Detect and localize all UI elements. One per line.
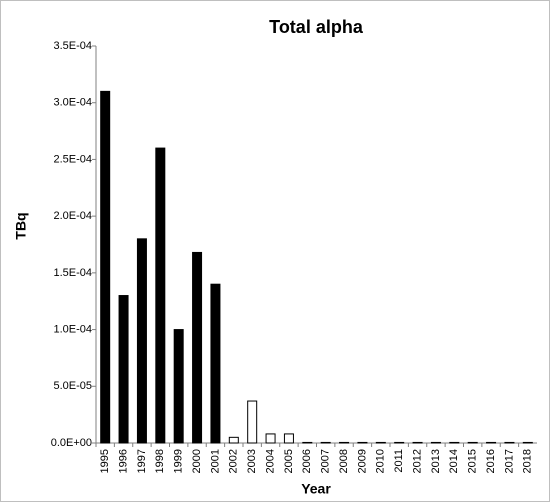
x-tick-label: 2015 (467, 449, 479, 473)
bar (375, 441, 386, 444)
y-tick-label: 3.5E-04 (53, 40, 92, 52)
x-tick-label: 1997 (136, 449, 148, 473)
y-tick-label: 1.0E-04 (53, 323, 92, 335)
bar (522, 441, 533, 444)
bar (504, 441, 515, 444)
x-tick-label: 2001 (209, 449, 221, 473)
x-tick-label: 2011 (393, 449, 405, 473)
x-tick-label: 2002 (228, 449, 240, 473)
x-tick-label: 2014 (448, 449, 460, 473)
y-tick-label: 2.5E-04 (53, 153, 92, 165)
bar (118, 295, 129, 444)
x-tick-label: 2016 (485, 449, 497, 473)
bar (210, 283, 221, 444)
bar (449, 441, 460, 444)
x-tick-label: 2012 (411, 449, 423, 473)
x-tick-label: 1999 (173, 449, 185, 473)
bar (192, 251, 203, 444)
chart-title: Total alpha (269, 17, 364, 37)
bar (136, 238, 147, 444)
bar (430, 441, 441, 444)
x-tick-label: 1995 (99, 449, 111, 473)
bar (100, 90, 111, 444)
bar (467, 441, 478, 444)
bar (412, 441, 423, 444)
x-tick-label: 2008 (338, 449, 350, 473)
x-tick-label: 2006 (301, 449, 313, 473)
y-tick-label: 0.0E+00 (51, 437, 92, 449)
x-tick-label: 2013 (430, 449, 442, 473)
y-tick-label: 3.0E-04 (53, 97, 92, 109)
y-axis-title: TBq (13, 212, 29, 239)
bar (247, 400, 258, 444)
bar (486, 441, 497, 444)
bar (320, 441, 331, 444)
y-tick-label: 1.5E-04 (53, 267, 92, 279)
bar (357, 441, 368, 444)
bar (173, 329, 184, 444)
bar (302, 441, 313, 444)
x-tick-label: 2017 (503, 449, 515, 473)
bar (283, 433, 294, 444)
x-tick-label: 2005 (283, 449, 295, 473)
x-tick-label: 2018 (522, 449, 534, 473)
bar (394, 441, 405, 444)
y-tick-label: 2.0E-04 (53, 210, 92, 222)
x-axis-title: Year (301, 481, 331, 497)
x-tick-label: 1998 (154, 449, 166, 473)
bar (228, 436, 239, 444)
bar (265, 433, 276, 444)
x-tick-label: 2004 (264, 449, 276, 473)
x-tick-label: 2009 (356, 449, 368, 473)
x-tick-label: 2003 (246, 449, 258, 473)
x-tick-label: 2010 (375, 449, 387, 473)
x-tick-label: 2007 (320, 449, 332, 473)
x-tick-label: 1996 (117, 449, 129, 473)
bar (155, 147, 166, 444)
y-tick-label: 5.0E-05 (53, 380, 92, 392)
bar (339, 441, 350, 444)
x-tick-label: 2000 (191, 449, 203, 473)
